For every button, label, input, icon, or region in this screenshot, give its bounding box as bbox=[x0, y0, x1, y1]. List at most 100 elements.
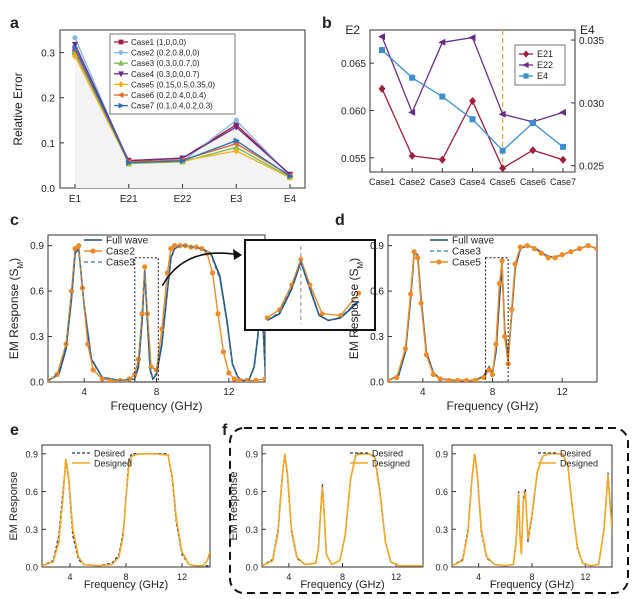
data-point bbox=[498, 110, 506, 118]
legend-label: Case2 bbox=[106, 247, 135, 258]
y-tick-label: 0.3 bbox=[30, 332, 44, 343]
data-point bbox=[68, 288, 75, 294]
data-point bbox=[469, 97, 476, 105]
data-point bbox=[139, 311, 145, 317]
series-group bbox=[452, 453, 612, 567]
y-axis-label: Relative Error bbox=[11, 72, 25, 145]
data-point bbox=[559, 108, 566, 116]
x-tick-label: 8 bbox=[490, 387, 496, 398]
y-right-tick-label: 0.035 bbox=[579, 36, 604, 47]
y-tick-label: 0.3 bbox=[370, 332, 384, 343]
data-point bbox=[439, 93, 446, 100]
data-point bbox=[126, 159, 133, 166]
y-tick-label: 0.0 bbox=[435, 563, 448, 573]
data-point bbox=[71, 52, 79, 60]
y-right-tick-label: 0.025 bbox=[579, 162, 604, 173]
data-point bbox=[594, 246, 597, 252]
legend-label: Full wave bbox=[452, 236, 495, 247]
data-point bbox=[408, 151, 416, 160]
y-left-tick-label: 0.055 bbox=[341, 154, 366, 165]
legend-label: E4 bbox=[537, 71, 548, 81]
legend-marker bbox=[118, 71, 124, 78]
legend-label: Case5 bbox=[452, 258, 481, 269]
panel-label-e: e bbox=[10, 422, 19, 439]
data-point bbox=[469, 116, 476, 123]
panel-label-f: f bbox=[222, 422, 228, 439]
data-point bbox=[502, 333, 508, 340]
data-point bbox=[559, 252, 565, 258]
data-point bbox=[193, 244, 199, 250]
data-point bbox=[517, 244, 523, 250]
x-tick-label: 12 bbox=[580, 572, 590, 582]
zoom-region-box bbox=[485, 257, 509, 383]
data-point bbox=[237, 377, 243, 382]
panel-d: 0.0 0.3 0.6 0.9 4 8 12 Frequency (GHz) EM Respon… bbox=[347, 234, 598, 413]
y-tick-label: 0.0 bbox=[370, 378, 384, 389]
x-tick-label: 8 bbox=[123, 572, 128, 582]
data-point bbox=[378, 84, 386, 93]
x-tick-label: E4 bbox=[284, 194, 297, 205]
x-tick-label: 4 bbox=[286, 572, 291, 582]
data-point bbox=[394, 374, 400, 381]
data-point bbox=[168, 246, 174, 252]
data-point bbox=[437, 376, 443, 382]
x-tick-label: Case4 bbox=[459, 177, 485, 187]
data-point bbox=[524, 243, 530, 249]
x-tick-label: 4 bbox=[476, 572, 481, 582]
x-tick-label: 12 bbox=[177, 572, 187, 582]
x-tick-label: 4 bbox=[67, 572, 72, 582]
legend-marker bbox=[90, 248, 96, 254]
data-point bbox=[226, 370, 232, 376]
x-axis-label: Frequency (GHz) bbox=[446, 399, 538, 413]
x-axis-label: Frequency (GHz) bbox=[84, 579, 168, 591]
zoom-arrowhead bbox=[233, 249, 242, 260]
legend-label: Designed bbox=[560, 459, 598, 469]
inset-data-point bbox=[319, 311, 325, 317]
panel-a: 0.0 0.1 0.2 0.3 E1 E21 E22 E3 E4 Relative Error Ca… bbox=[11, 29, 306, 205]
legend-label: Case2 (0.2,0.8,0,0) bbox=[131, 49, 200, 58]
y-tick-label: 0.6 bbox=[25, 487, 38, 497]
data-point bbox=[72, 246, 78, 252]
data-point bbox=[446, 377, 452, 382]
data-point bbox=[472, 377, 478, 382]
data-point bbox=[72, 44, 79, 52]
y-tick-label: 0.3 bbox=[25, 525, 38, 535]
data-point bbox=[529, 146, 537, 155]
data-point bbox=[455, 377, 461, 382]
data-point bbox=[438, 155, 446, 164]
inset-data-point bbox=[356, 290, 362, 296]
data-point bbox=[411, 249, 417, 255]
data-point bbox=[489, 371, 496, 378]
y-tick-label: 0.3 bbox=[245, 525, 258, 535]
panel-label-b: b bbox=[322, 15, 332, 32]
data-point bbox=[233, 124, 240, 131]
x-tick-label: Case6 bbox=[520, 177, 546, 187]
x-tick-label: Case7 bbox=[550, 177, 576, 187]
data-point bbox=[388, 377, 391, 382]
legend-label: Case3 bbox=[106, 258, 135, 269]
y-left-tick-label: 0.065 bbox=[341, 59, 366, 70]
data-point bbox=[379, 47, 385, 54]
data-point bbox=[430, 371, 436, 378]
legend-marker bbox=[117, 92, 124, 98]
data-point bbox=[199, 246, 205, 252]
x-tick-label: 12 bbox=[391, 572, 401, 582]
legend-marker bbox=[522, 61, 529, 69]
panel-e: 0.0 0.3 0.6 0.9 4 8 12 Frequency (GHz) EM Respon… bbox=[8, 444, 211, 591]
y-axis-label: EM Response (SM) bbox=[347, 258, 365, 359]
x-tick-label: 4 bbox=[81, 387, 87, 398]
data-point bbox=[90, 367, 96, 373]
y-tick-label: 0.0 bbox=[41, 184, 55, 195]
x-tick-label: 12 bbox=[223, 387, 235, 398]
data-point bbox=[232, 140, 239, 147]
inset-data-point bbox=[289, 282, 295, 288]
data-point bbox=[148, 364, 154, 370]
y-right-tick-label: 0.030 bbox=[579, 99, 604, 110]
x-axis-label: Frequency (GHz) bbox=[110, 399, 202, 413]
series-line bbox=[388, 244, 597, 382]
data-point bbox=[585, 243, 591, 249]
series-group bbox=[48, 243, 265, 382]
y-tick-label: 0.9 bbox=[25, 449, 38, 459]
